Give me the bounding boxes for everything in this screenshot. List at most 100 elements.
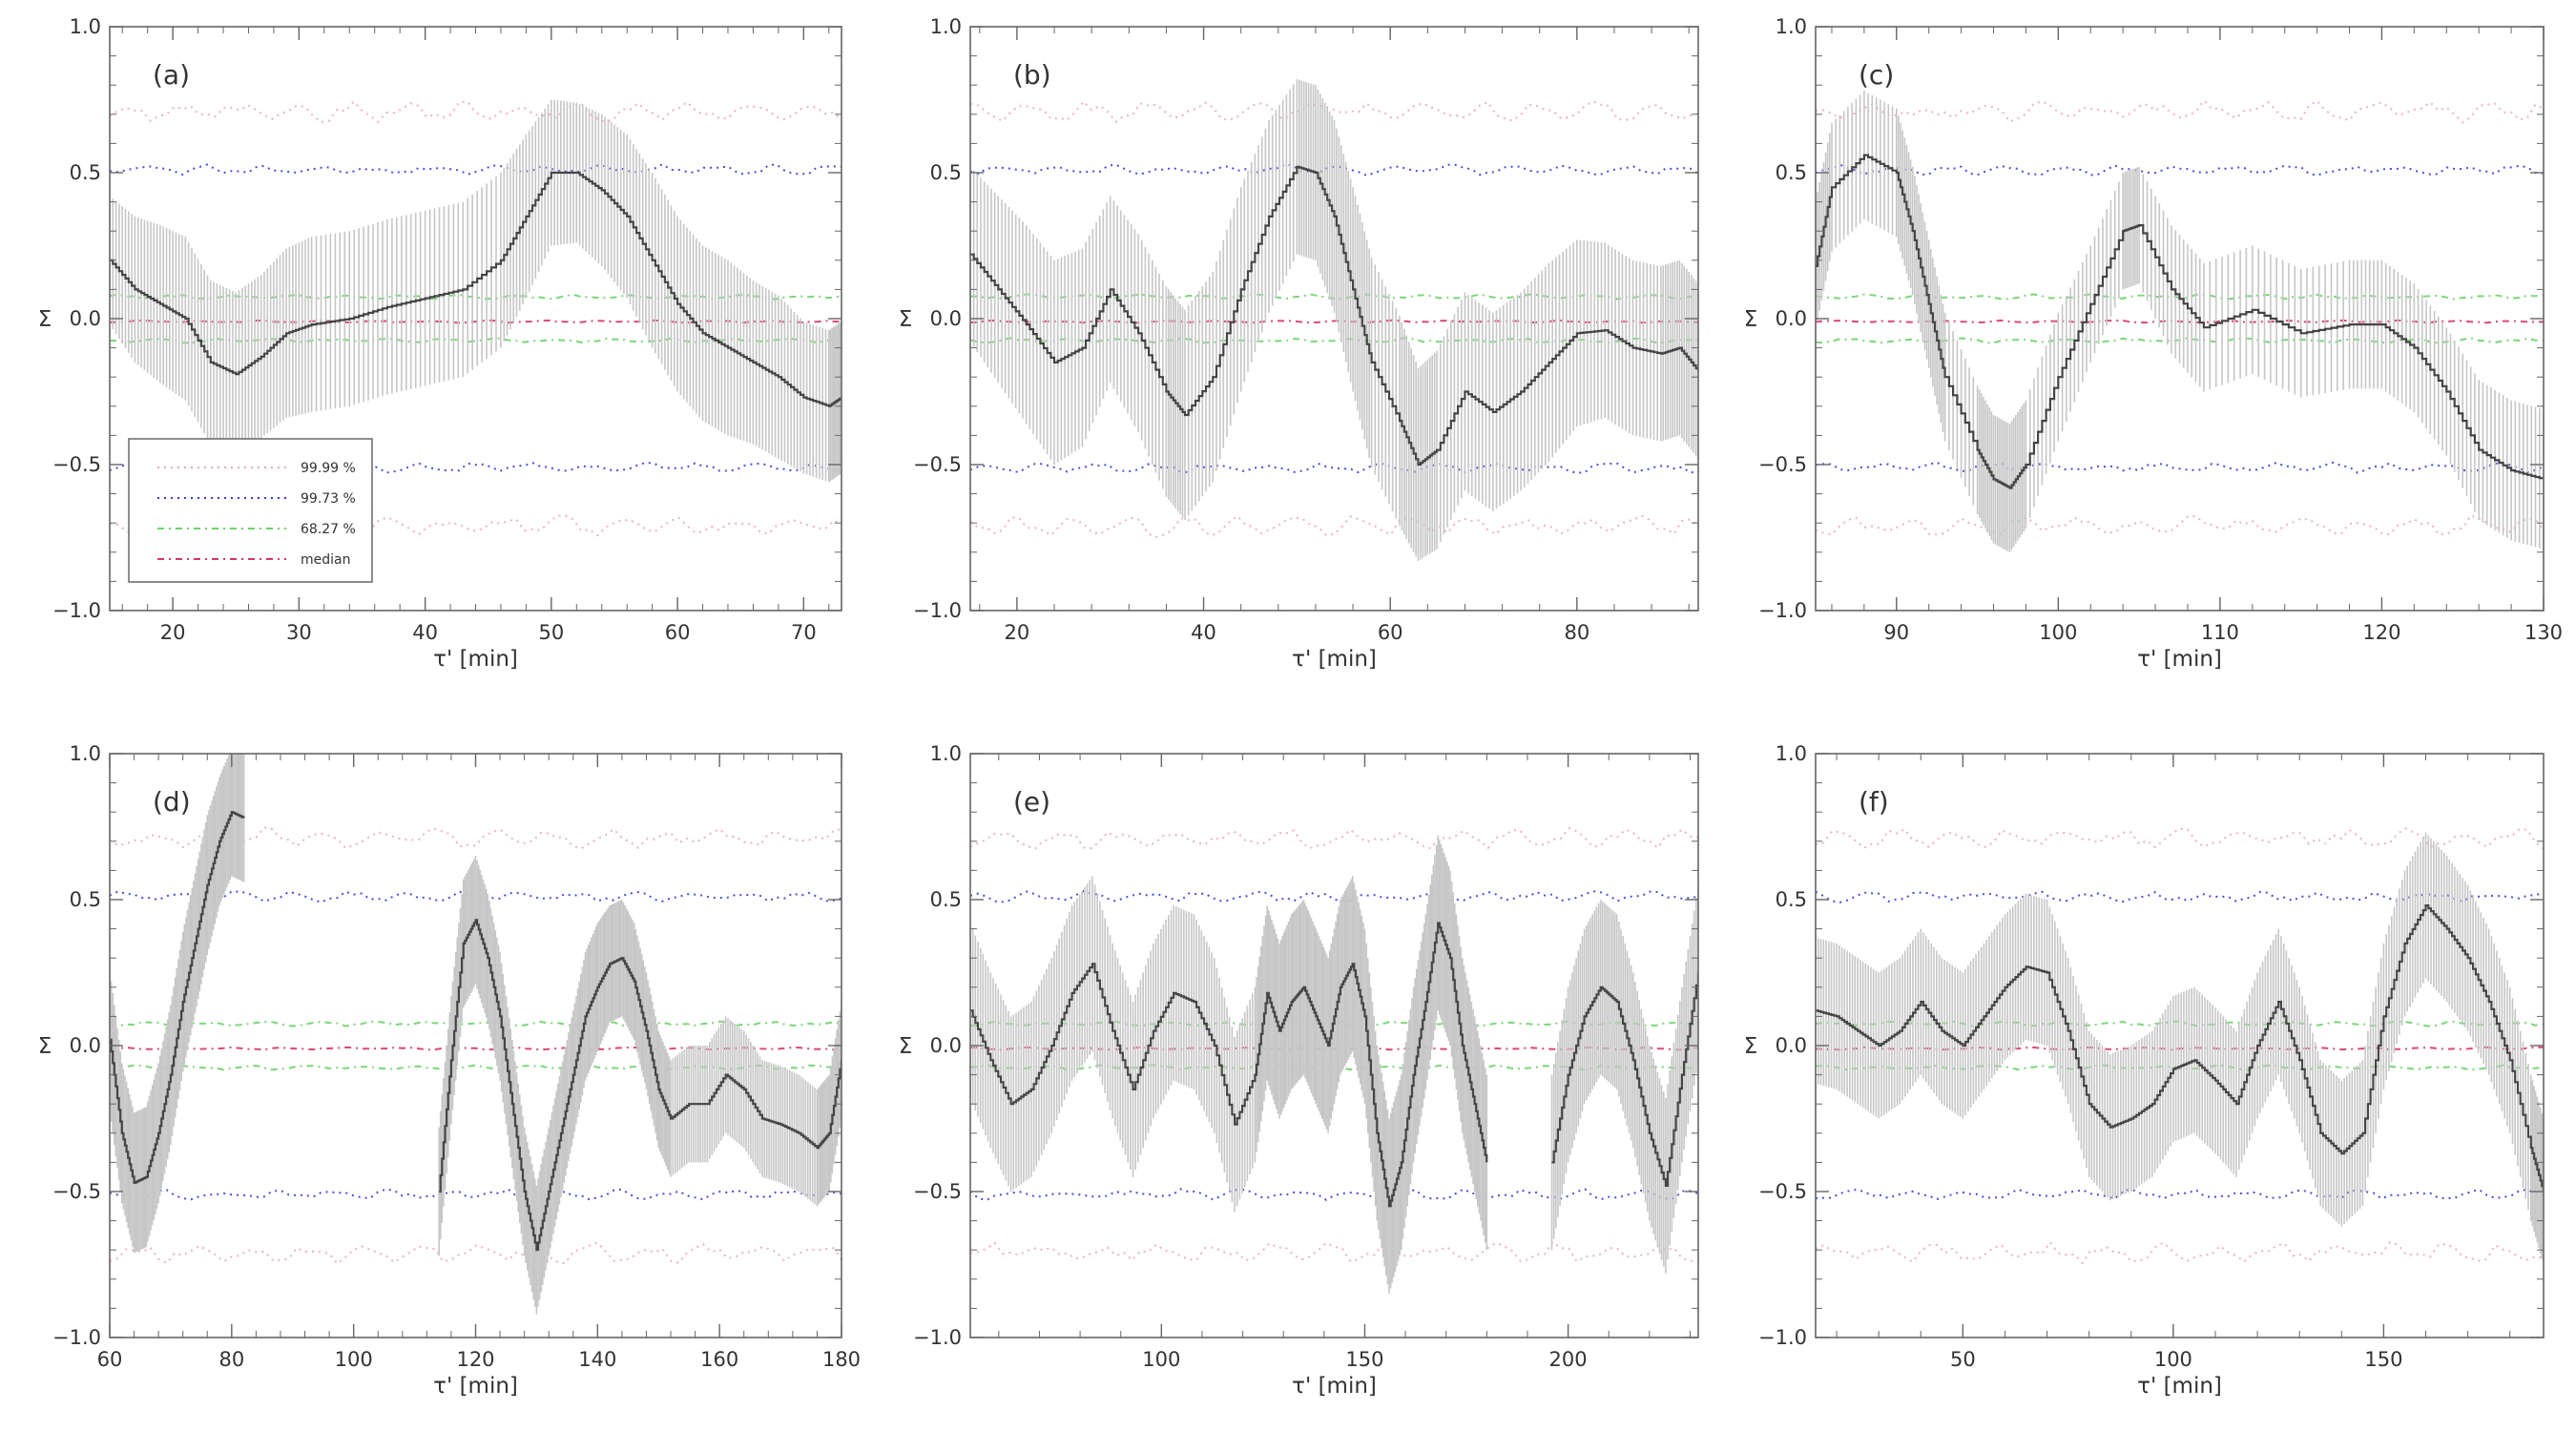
- x-tick-label: 50: [538, 621, 564, 644]
- x-tick-label: 100: [335, 1348, 373, 1371]
- conf-9973-lower: [970, 462, 1698, 474]
- x-tick-label: 160: [700, 1348, 738, 1371]
- x-tick-label: 40: [412, 621, 438, 644]
- y-tick-label: 1.0: [1776, 15, 1807, 38]
- conf-9999-lower: [970, 1240, 1698, 1264]
- x-tick-label: 60: [1378, 621, 1403, 644]
- x-tick-label: 90: [1883, 621, 1909, 644]
- y-tick-label: 0.5: [70, 888, 101, 911]
- x-tick-label: 180: [822, 1348, 861, 1371]
- y-tick-label: 0.0: [930, 307, 962, 330]
- panel-label: (c): [1859, 59, 1894, 91]
- y-tick-label: −1.0: [913, 1326, 962, 1349]
- conf-9973-lower: [110, 1188, 841, 1201]
- conf-6827-upper: [110, 1020, 841, 1027]
- conf-9999-lower: [110, 1241, 841, 1265]
- conf-6827-lower: [110, 337, 841, 344]
- conf-9999-lower: [1816, 1240, 2544, 1265]
- legend-label: median: [301, 552, 350, 568]
- panel-label: (e): [1013, 786, 1050, 818]
- y-tick-label: 0.0: [930, 1034, 962, 1057]
- conf-9973-upper: [1816, 163, 2544, 176]
- conf-9999-upper: [970, 100, 1698, 124]
- y-axis-title: Σ: [899, 307, 913, 332]
- x-tick-label: 100: [1142, 1348, 1180, 1371]
- x-tick-label: 120: [2362, 621, 2400, 644]
- x-tick-label: 30: [286, 621, 312, 644]
- data-series: [970, 79, 1698, 561]
- y-axis-title: Σ: [1744, 1034, 1758, 1059]
- signal-line-2: [439, 919, 841, 1252]
- y-tick-label: 0.5: [1776, 888, 1807, 911]
- y-tick-label: 0.5: [70, 161, 101, 184]
- signal-line-1: [110, 811, 245, 1184]
- y-tick-label: 0.5: [1776, 161, 1807, 184]
- x-tick-label: 120: [456, 1348, 494, 1371]
- y-tick-label: −1.0: [913, 599, 962, 622]
- y-tick-label: 0.5: [930, 161, 962, 184]
- confidence-bands: [110, 100, 841, 537]
- y-tick-label: 0.0: [1776, 307, 1807, 330]
- x-tick-label: 20: [1005, 621, 1030, 644]
- conf-9999-upper: [970, 826, 1698, 850]
- chart-panel-c: −1.0 −0.5 0.0 0.5 1.0 90 100 110 120 130 τ' [min] Σ…: [1744, 15, 2563, 672]
- x-axis-title: τ' [min]: [433, 647, 518, 672]
- legend: 99.99 % 99.73 % 68.27 % median: [128, 438, 373, 583]
- legend-label: 99.99 %: [301, 461, 356, 476]
- conf-9973-upper: [110, 162, 841, 176]
- data-series: [1816, 832, 2544, 1265]
- median-line: [1816, 1046, 2544, 1051]
- y-tick-label: 0.5: [930, 888, 962, 911]
- panel-label: (a): [153, 59, 190, 91]
- data-series: [1816, 91, 2544, 552]
- x-tick-label: 200: [1549, 1348, 1588, 1371]
- x-tick-label: 80: [218, 1348, 244, 1371]
- y-tick-label: −1.0: [1758, 599, 1807, 622]
- y-tick-label: −0.5: [913, 1180, 962, 1203]
- x-axis-title: τ' [min]: [1292, 647, 1377, 672]
- median-line: [110, 319, 841, 324]
- chart-panel-f: −1.0 −0.5 0.0 0.5 1.0 50 100 150 τ' [min] Σ (f): [1744, 742, 2545, 1399]
- y-tick-label: 1.0: [930, 742, 962, 765]
- y-tick-label: 0.0: [70, 1034, 101, 1057]
- data-series: [970, 835, 1698, 1295]
- conf-9973-lower: [1816, 461, 2544, 474]
- data-series: [110, 754, 841, 1315]
- y-tick-label: −0.5: [1758, 1180, 1807, 1203]
- x-axis-title: τ' [min]: [1292, 1374, 1377, 1399]
- y-tick-label: 0.0: [70, 307, 101, 330]
- legend-label: 68.27 %: [301, 522, 356, 537]
- x-tick-label: 150: [1345, 1348, 1383, 1371]
- x-tick-label: 100: [2039, 621, 2077, 644]
- signal-line-1: [970, 922, 1488, 1208]
- y-tick-label: −0.5: [1758, 453, 1807, 476]
- signal-line-1: [970, 165, 1698, 467]
- y-tick-label: 1.0: [930, 15, 962, 38]
- x-axis-title: τ' [min]: [2137, 1374, 2222, 1399]
- x-axis-title: τ' [min]: [433, 1374, 518, 1399]
- conf-9999-lower: [970, 514, 1698, 538]
- panel-label: (d): [153, 786, 191, 818]
- x-tick-label: 130: [2524, 621, 2563, 644]
- signal-line-1: [1816, 904, 2544, 1192]
- median-line: [110, 1046, 841, 1051]
- chart-panel-b: −1.0 −0.5 0.0 0.5 1.0 20 40 60 80 τ' [min] Σ (b): [899, 15, 1699, 672]
- x-tick-label: 110: [2201, 621, 2239, 644]
- conf-9973-upper: [1816, 890, 2544, 904]
- y-tick-label: −0.5: [52, 453, 101, 476]
- panel-label: (f): [1859, 786, 1889, 818]
- y-tick-label: −1.0: [52, 599, 101, 622]
- conf-9973-lower: [1816, 1188, 2544, 1200]
- conf-9999-lower: [1816, 513, 2544, 536]
- x-tick-label: 20: [160, 621, 186, 644]
- y-tick-label: 1.0: [70, 742, 101, 765]
- x-tick-label: 150: [2364, 1348, 2402, 1371]
- x-tick-label: 50: [1950, 1348, 1976, 1371]
- y-tick-label: −1.0: [1758, 1326, 1807, 1349]
- signal-line-1: [110, 171, 841, 407]
- y-axis-title: Σ: [38, 1034, 52, 1059]
- x-tick-label: 70: [791, 621, 817, 644]
- signal-line-1: [1816, 154, 2544, 489]
- y-tick-label: 1.0: [70, 15, 101, 38]
- signal-line-2: [1551, 972, 1698, 1187]
